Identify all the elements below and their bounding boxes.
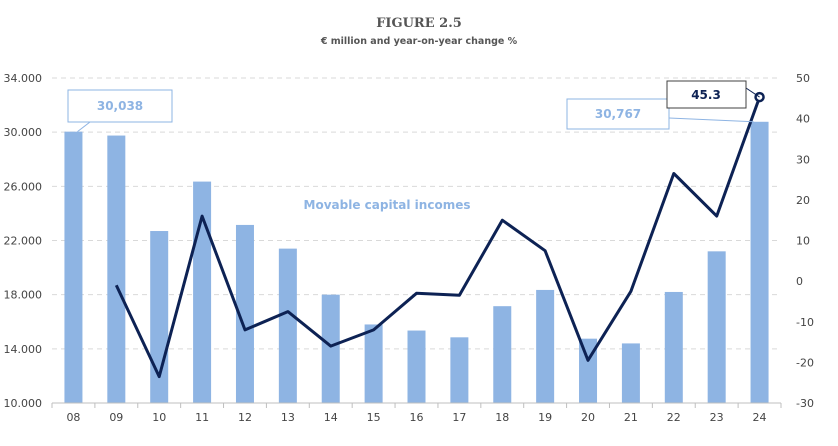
x-tick-label: 13: [281, 411, 295, 424]
bar: [278, 248, 297, 403]
bar: [407, 330, 426, 403]
bar: [321, 294, 340, 403]
callout-box: [566, 98, 670, 130]
chart-subtitle: € million and year-on-year change %: [320, 36, 518, 47]
y-left-tick-label: 22.000: [4, 235, 43, 248]
y-left-tick-label: 18.000: [4, 289, 43, 302]
y-left-tick-label: 30.000: [4, 126, 43, 139]
callout-leader: [77, 121, 91, 133]
x-tick-label: 17: [452, 411, 466, 424]
y-right-tick-label: -10: [796, 316, 814, 329]
series-annotation: Movable capital incomes: [304, 198, 471, 212]
y-right-tick-label: 20: [796, 194, 810, 207]
bar: [493, 306, 512, 403]
y-right-tick-label: 10: [796, 235, 810, 248]
y-right-tick-label: -20: [796, 356, 814, 369]
x-tick-label: 22: [667, 411, 681, 424]
x-tick-label: 24: [753, 411, 767, 424]
x-tick-label: 12: [238, 411, 252, 424]
callout-label: 45.3: [691, 88, 721, 102]
bar: [621, 343, 640, 403]
bar: [750, 121, 769, 403]
x-tick-label: 10: [152, 411, 166, 424]
x-tick-label: 18: [495, 411, 509, 424]
x-tick-label: 08: [66, 411, 80, 424]
x-tick-label: 21: [624, 411, 638, 424]
y-right-tick-label: 0: [796, 275, 803, 288]
y-left-tick-label: 34.000: [4, 72, 43, 85]
y-right-tick-label: 50: [796, 72, 810, 85]
chart-title: FIGURE 2.5: [376, 16, 462, 31]
callout-box: [666, 80, 747, 109]
x-tick-label: 23: [710, 411, 724, 424]
bar: [664, 291, 683, 403]
y-right-tick-label: 30: [796, 153, 810, 166]
bar: [536, 289, 555, 403]
y-right-tick-label: 40: [796, 113, 810, 126]
y-left-tick-label: 26.000: [4, 180, 43, 193]
line-series: [114, 96, 762, 379]
callout-box: [67, 89, 173, 123]
bar: [450, 337, 469, 403]
x-tick-label: 11: [195, 411, 209, 424]
x-tick-label: 15: [367, 411, 381, 424]
y-right-tick-label: -30: [796, 397, 814, 410]
x-tick-label: 20: [581, 411, 595, 424]
callout-label: 30,038: [97, 99, 143, 113]
callout-label: 30,767: [595, 107, 641, 121]
bar: [107, 135, 126, 404]
bar: [707, 251, 726, 403]
callout-leader: [745, 87, 760, 98]
y-left-tick-label: 14.000: [4, 343, 43, 356]
bar: [235, 224, 254, 403]
x-tick-label: 16: [410, 411, 424, 424]
bar: [364, 324, 383, 403]
x-tick-label: 19: [538, 411, 552, 424]
callout-leader: [668, 117, 754, 123]
bar: [64, 131, 83, 403]
y-left-tick-label: 10.000: [4, 397, 43, 410]
x-tick-label: 09: [109, 411, 123, 424]
x-tick-label: 14: [324, 411, 338, 424]
